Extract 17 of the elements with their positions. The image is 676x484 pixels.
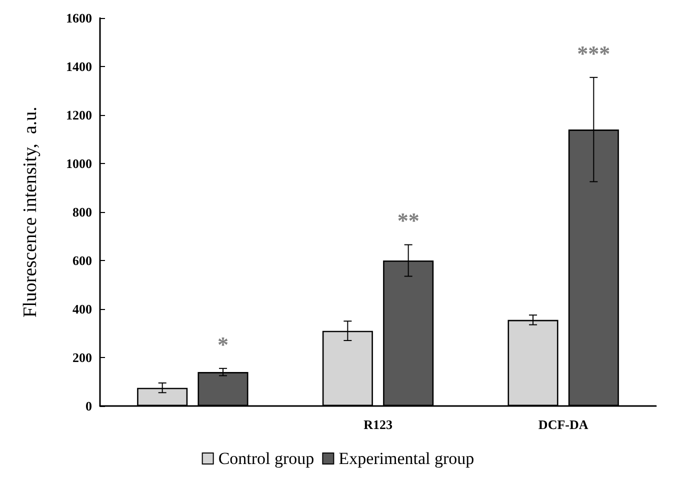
y-tick-label: 1200 xyxy=(66,108,92,122)
y-axis-title: Fluorescence intensity, a.u. xyxy=(20,106,41,318)
annotation: ** xyxy=(397,208,420,234)
annotation: * xyxy=(217,332,228,357)
y-tick-label: 600 xyxy=(72,253,92,268)
y-tick-label: 1000 xyxy=(66,156,92,171)
y-tick-label: 200 xyxy=(72,350,92,365)
y-tick-label: 400 xyxy=(72,302,92,316)
y-tick-label: 800 xyxy=(72,204,92,220)
y-tick-label: 1400 xyxy=(66,59,92,74)
x-tick-label: DCF-DA xyxy=(538,417,589,432)
legend-label: Experimental group xyxy=(338,449,474,468)
y-tick-label: 0 xyxy=(86,398,92,414)
legend-label: Control group xyxy=(218,449,314,468)
y-tick-label: 1600 xyxy=(66,10,92,26)
annotation: *** xyxy=(577,40,610,66)
x-tick-label: R123 xyxy=(364,417,393,432)
